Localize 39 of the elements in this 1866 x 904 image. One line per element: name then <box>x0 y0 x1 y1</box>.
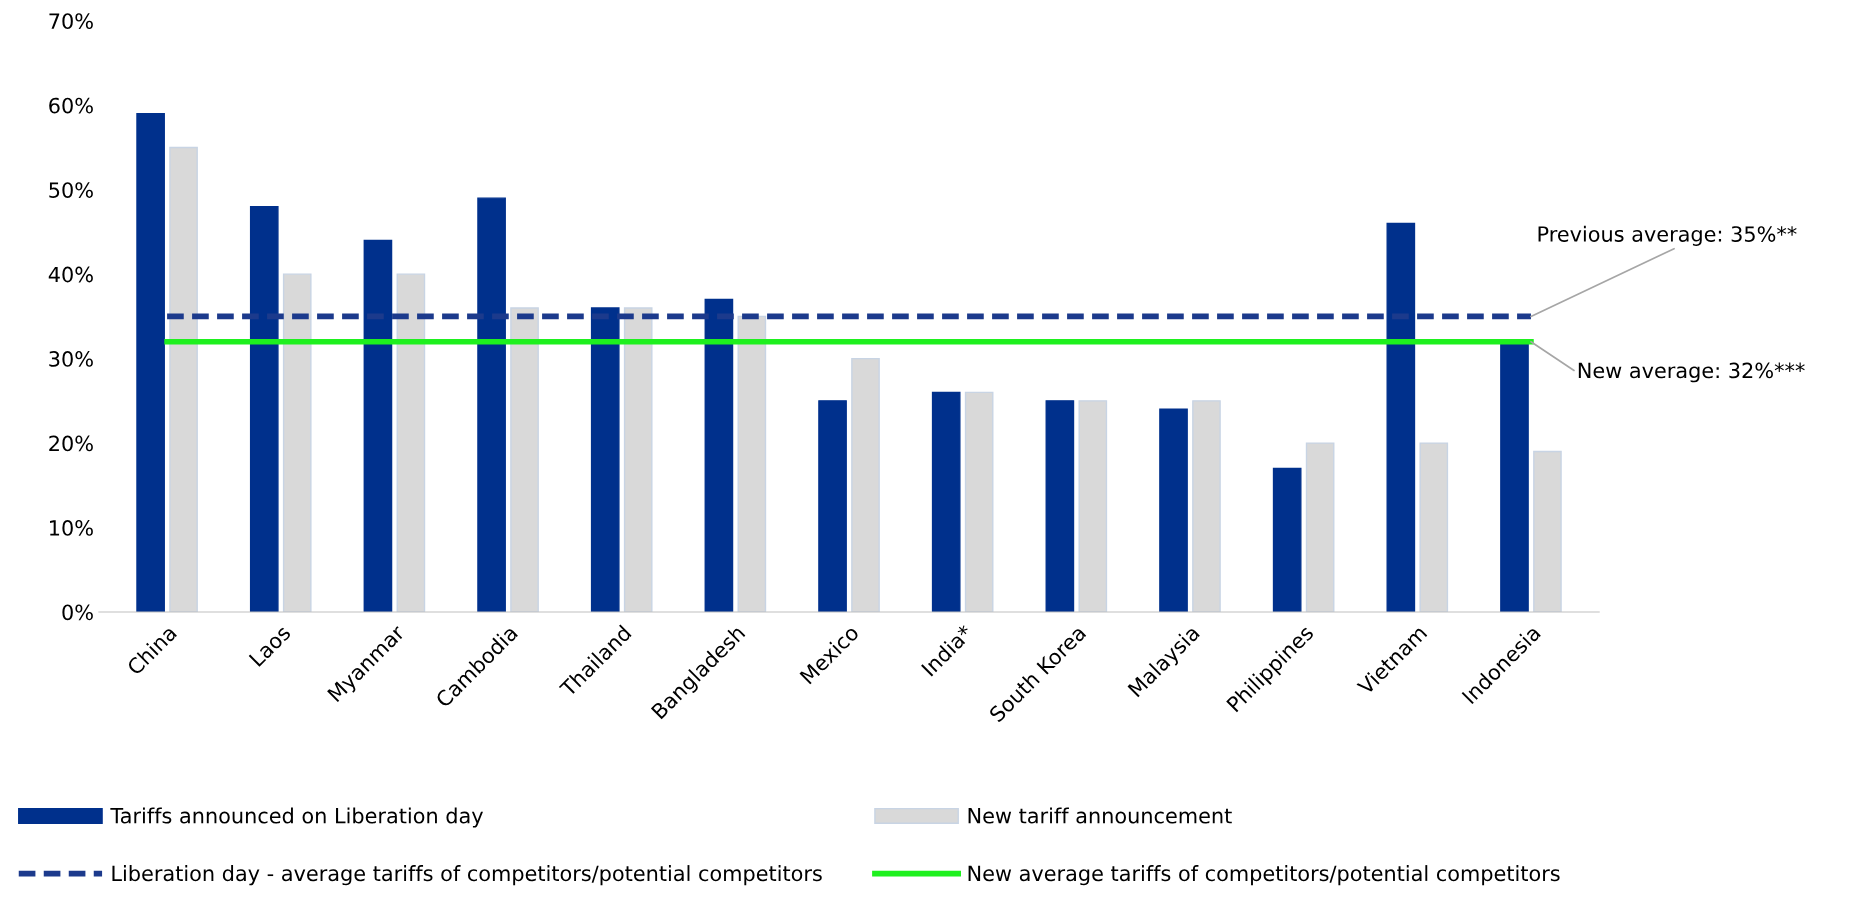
y-tick-label: 20% <box>49 435 93 452</box>
y-tick-label: 0% <box>62 604 93 621</box>
bar <box>282 273 312 613</box>
bar <box>249 205 279 613</box>
bar <box>363 239 393 613</box>
y-tick-label: 50% <box>49 182 93 198</box>
bar <box>818 400 847 613</box>
y-tick-label: 40% <box>48 266 93 283</box>
bar <box>1272 467 1302 613</box>
legend-label: Tariffs announced on Liberation day <box>110 807 483 828</box>
bar <box>1159 408 1188 613</box>
bar <box>704 298 734 613</box>
y-tick-label: 60% <box>49 97 93 114</box>
bar <box>136 113 165 613</box>
bar <box>623 307 653 613</box>
legend-label: Liberation day - average tariffs of competitors/potential competitors <box>112 865 822 886</box>
bar <box>510 307 539 613</box>
bar <box>1419 442 1449 613</box>
annotation: New average: 32%*** <box>1578 362 1805 383</box>
annotation: Previous average: 35%** <box>1538 225 1797 246</box>
legend-label: New tariff announcement <box>968 807 1232 824</box>
y-tick-label: 70% <box>49 13 93 29</box>
y-tick-label: 10% <box>50 520 93 536</box>
bar <box>851 357 880 613</box>
bar <box>1045 400 1075 613</box>
bar <box>1533 450 1562 613</box>
bar <box>169 146 198 613</box>
bar <box>931 391 961 613</box>
legend-label: New average tariffs of competitors/potential competitors <box>968 865 1560 886</box>
bar <box>1192 400 1221 613</box>
bar <box>964 391 994 613</box>
bar <box>1305 442 1335 613</box>
bar <box>1078 400 1108 613</box>
bar <box>396 273 426 613</box>
y-tick-label: 30% <box>49 351 93 367</box>
bar <box>477 197 506 613</box>
bar <box>737 315 767 613</box>
bar <box>590 307 620 613</box>
bar <box>1386 222 1416 613</box>
